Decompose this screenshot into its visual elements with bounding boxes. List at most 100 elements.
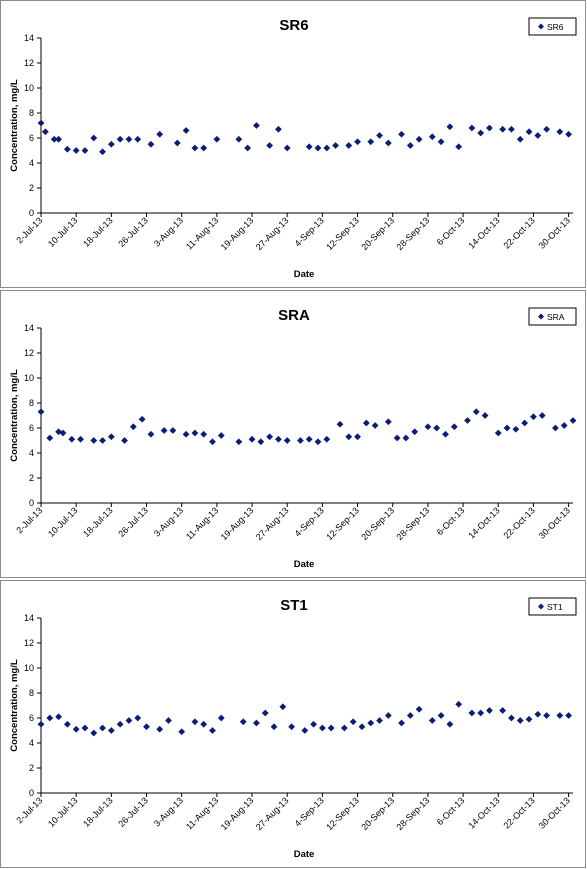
data-point — [305, 143, 313, 151]
y-tick-label: 6 — [29, 133, 34, 143]
data-point — [90, 729, 98, 737]
data-point — [239, 718, 247, 726]
legend-label: ST1 — [547, 602, 563, 612]
x-tick-label: 14-Oct-13 — [466, 505, 501, 540]
data-point — [209, 727, 216, 734]
x-tick-label: 12-Sep-13 — [324, 215, 361, 252]
y-tick-label: 4 — [29, 448, 34, 458]
legend-label: SR6 — [547, 22, 564, 32]
data-point — [521, 419, 529, 427]
legend-marker — [538, 23, 544, 30]
data-point — [248, 435, 256, 443]
data-point — [107, 140, 115, 148]
series-st1 — [37, 700, 573, 737]
data-point — [530, 413, 537, 421]
data-point — [81, 724, 89, 732]
data-point — [200, 144, 208, 152]
data-point — [191, 429, 199, 437]
legend-box — [528, 17, 577, 36]
data-point — [464, 417, 471, 424]
data-point — [116, 720, 124, 728]
y-tick-label: 2 — [29, 183, 34, 193]
data-point — [99, 724, 106, 732]
data-point — [525, 128, 533, 136]
data-point — [253, 122, 260, 129]
data-point — [556, 712, 564, 719]
data-point — [156, 725, 164, 733]
data-point — [147, 430, 155, 438]
data-point — [147, 140, 155, 148]
series-sr6 — [37, 119, 573, 156]
y-tick-label: 8 — [29, 688, 34, 698]
data-point — [446, 720, 454, 728]
data-point — [107, 727, 115, 734]
x-tick-label: 12-Sep-13 — [324, 505, 361, 542]
data-point — [41, 128, 49, 136]
data-point — [116, 135, 124, 143]
data-point — [354, 433, 361, 441]
data-point — [534, 132, 542, 139]
data-point — [543, 712, 551, 719]
x-tick-label: 26-Jul-13 — [116, 795, 150, 829]
data-point — [209, 438, 216, 446]
x-tick-label: 4-Sep-13 — [293, 215, 326, 248]
y-tick-label: 4 — [29, 738, 34, 748]
y-tick-label: 8 — [29, 108, 34, 118]
data-point — [384, 418, 392, 426]
x-tick-label: 11-Aug-13 — [184, 795, 220, 831]
x-tick-label: 6-Oct-13 — [435, 215, 467, 247]
data-point — [99, 148, 106, 156]
x-tick-label: 18-Jul-13 — [81, 505, 115, 539]
x-tick-label: 19-Aug-13 — [219, 215, 256, 252]
data-point — [257, 438, 265, 446]
legend-marker — [538, 603, 544, 610]
x-tick-label: 10-Jul-13 — [46, 215, 80, 249]
legend: ST1 — [528, 597, 577, 616]
data-point — [50, 135, 58, 143]
data-point — [301, 727, 309, 734]
data-point — [323, 144, 331, 152]
data-point — [156, 130, 164, 138]
data-point — [125, 717, 133, 724]
data-point — [402, 434, 410, 442]
data-point — [455, 700, 463, 708]
legend-box — [528, 307, 577, 326]
data-point — [323, 435, 331, 443]
data-point — [55, 135, 62, 143]
data-point — [552, 424, 559, 432]
data-point — [349, 718, 357, 726]
data-point — [68, 435, 76, 443]
data-point — [340, 724, 348, 732]
data-point — [46, 714, 54, 722]
data-point — [472, 408, 480, 416]
x-tick-label: 3-Aug-13 — [152, 215, 185, 248]
data-point — [538, 412, 546, 419]
data-point — [235, 438, 243, 446]
data-point — [217, 714, 225, 722]
data-point — [367, 138, 375, 146]
x-tick-label: 27-Aug-13 — [254, 795, 291, 832]
data-point — [442, 430, 449, 438]
data-point — [178, 728, 186, 736]
data-point — [358, 723, 366, 731]
x-tick-label: 3-Aug-13 — [152, 505, 185, 538]
y-tick-label: 14 — [24, 323, 34, 333]
legend-box — [528, 597, 577, 616]
data-point — [477, 709, 485, 717]
x-tick-label: 19-Aug-13 — [219, 505, 256, 542]
data-point — [77, 435, 84, 443]
data-point — [63, 720, 71, 728]
data-point — [499, 125, 507, 133]
y-tick-label: 10 — [24, 373, 34, 383]
chart-title: SR6 — [279, 17, 308, 34]
y-tick-label: 12 — [24, 348, 34, 358]
series-sra — [37, 408, 577, 446]
data-point — [376, 717, 383, 724]
data-point — [314, 438, 322, 446]
data-point — [437, 712, 445, 719]
y-axis-title: Concentration, mg/L — [9, 79, 20, 172]
data-point — [428, 717, 436, 724]
data-point — [516, 135, 524, 143]
data-point — [565, 712, 573, 719]
data-point — [275, 435, 282, 443]
